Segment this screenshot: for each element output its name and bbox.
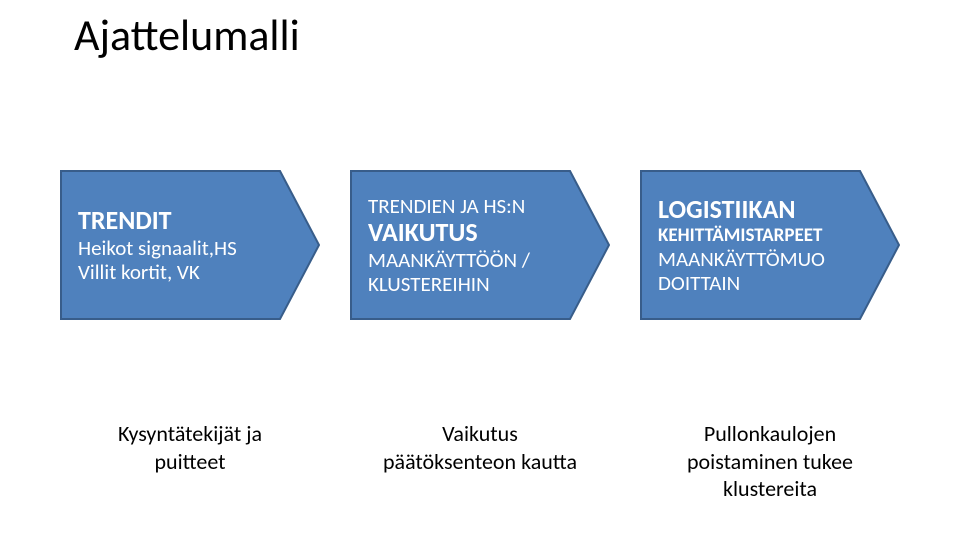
caption2-line1: Vaikutus — [442, 420, 518, 447]
arrow2-line1: TRENDIEN JA HS:N — [368, 194, 580, 218]
caption-1: Kysyntätekijät ja puitteet — [60, 420, 320, 503]
caption1-line1: Kysyntätekijät ja — [118, 420, 262, 447]
caption3-line1: Pullonkaulojen — [704, 420, 836, 447]
arrow-logistiikan: LOGISTIIKAN KEHITTÄMISTARPEET MAANKÄYTTÖ… — [640, 170, 900, 320]
arrow3-line1: LOGISTIIKAN — [658, 195, 870, 225]
caption-2: Vaikutus päätöksenteon kautta — [350, 420, 610, 503]
caption3-line3: klustereita — [723, 475, 817, 502]
arrow-trendit: TRENDIT Heikot signaalit,HS Villit korti… — [60, 170, 320, 320]
arrow-label-2: TRENDIEN JA HS:N VAIKUTUS MAANKÄYTTÖÖN /… — [350, 170, 580, 320]
arrow3-line2: KEHITTÄMISTARPEET — [658, 225, 870, 247]
caption2-line2: päätöksenteon kautta — [383, 448, 577, 475]
arrow1-line1: TRENDIT — [78, 206, 290, 236]
arrow1-line2: Heikot signaalit,HS — [78, 236, 290, 260]
page-title: Ajattelumalli — [74, 8, 300, 62]
caption3-line2: poistaminen tukee — [687, 448, 853, 475]
arrow3-line3: MAANKÄYTTÖMUO — [658, 247, 870, 271]
arrow3-line4: DOITTAIN — [658, 271, 870, 295]
arrow-vaikutus: TRENDIEN JA HS:N VAIKUTUS MAANKÄYTTÖÖN /… — [350, 170, 610, 320]
arrow-row: TRENDIT Heikot signaalit,HS Villit korti… — [0, 170, 960, 320]
arrow1-line3: Villit kortit, VK — [78, 260, 290, 284]
arrow-label-3: LOGISTIIKAN KEHITTÄMISTARPEET MAANKÄYTTÖ… — [640, 170, 870, 320]
caption-row: Kysyntätekijät ja puitteet Vaikutus päät… — [0, 420, 960, 503]
caption1-line2: puitteet — [154, 448, 225, 475]
slide: Ajattelumalli TRENDIT Heikot signaalit,H… — [0, 0, 960, 550]
caption-3: Pullonkaulojen poistaminen tukee kluster… — [640, 420, 900, 503]
arrow2-line4: KLUSTEREIHIN — [368, 272, 580, 296]
arrow2-line2: VAIKUTUS — [368, 218, 580, 248]
arrow-label-1: TRENDIT Heikot signaalit,HS Villit korti… — [60, 170, 290, 320]
arrow2-line3: MAANKÄYTTÖÖN / — [368, 248, 580, 272]
